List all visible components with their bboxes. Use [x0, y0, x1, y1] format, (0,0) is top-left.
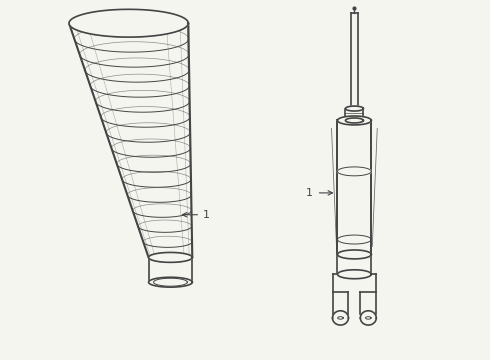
Polygon shape [148, 277, 192, 287]
Text: 1: 1 [306, 188, 313, 198]
Polygon shape [338, 270, 371, 279]
Polygon shape [69, 9, 188, 37]
Polygon shape [338, 116, 371, 125]
Polygon shape [338, 250, 371, 259]
Polygon shape [345, 118, 363, 123]
Text: 1: 1 [203, 210, 210, 220]
Polygon shape [345, 106, 363, 111]
Polygon shape [338, 167, 371, 176]
Polygon shape [148, 252, 192, 262]
